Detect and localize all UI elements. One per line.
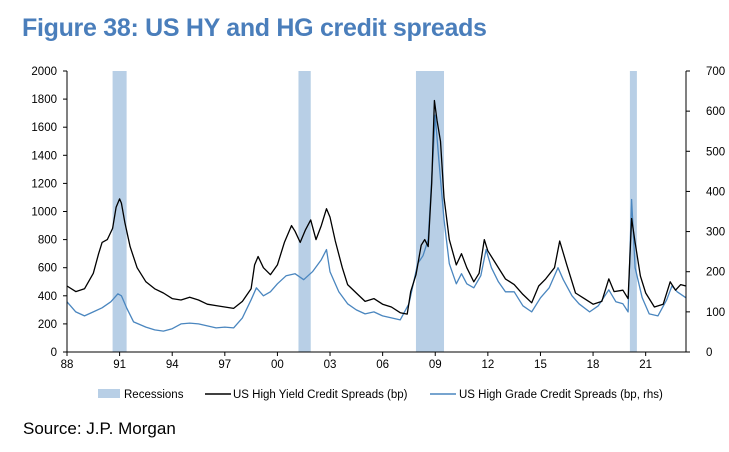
left-tick-label: 2000 [31,66,57,78]
x-tick-label: 06 [376,359,389,371]
left-tick-label: 1400 [31,150,57,162]
right-tick-label: 200 [706,267,725,279]
right-tick-label: 300 [706,227,725,239]
x-tick-label: 97 [218,359,231,371]
recession-band-0 [112,71,127,352]
left-tick-label: 200 [38,319,57,331]
right-tick-label: 600 [706,106,725,118]
x-tick-label: 09 [429,359,442,371]
hy-spread-line [66,99,687,315]
right-tick-label: 400 [706,186,725,198]
left-tick-label: 1200 [31,178,57,190]
x-tick-label: 88 [61,359,74,371]
hg-spread-line [66,114,687,332]
right-tick-label: 500 [706,146,725,158]
legend: Recessions US High Yield Credit Spreads (… [98,389,663,401]
axes: 0200400600800100012001400160018002000010… [31,66,725,371]
left-tick-label: 1800 [31,94,57,106]
credit-spreads-chart: 0200400600800100012001400160018002000010… [31,66,725,401]
x-tick-label: 94 [166,359,179,371]
x-tick-label: 21 [639,359,652,371]
legend-swatch-recessions [98,389,120,398]
left-tick-label: 1000 [31,207,57,219]
left-tick-label: 400 [38,291,57,303]
x-tick-label: 18 [587,359,600,371]
legend-label-hg: US High Grade Credit Spreads (bp, rhs) [459,389,663,401]
source-note: Source: J.P. Morgan [23,419,176,438]
series-lines [66,99,687,332]
x-tick-label: 15 [534,359,547,371]
recession-band-1 [298,71,311,352]
x-tick-label: 03 [324,359,337,371]
x-tick-label: 91 [113,359,126,371]
x-tick-label: 12 [481,359,494,371]
legend-label-recessions: Recessions [124,389,184,401]
right-tick-label: 700 [706,66,725,78]
left-tick-label: 1600 [31,122,57,134]
left-tick-label: 600 [38,263,57,275]
recession-band-3 [629,71,637,352]
x-tick-label: 00 [271,359,284,371]
right-tick-label: 100 [706,307,725,319]
legend-label-hy: US High Yield Credit Spreads (bp) [233,389,408,401]
left-tick-label: 800 [38,235,57,247]
figure-title: Figure 38: US HY and HG credit spreads [22,14,487,42]
left-tick-label: 0 [51,347,57,359]
recession-bands [112,71,637,352]
right-tick-label: 0 [706,347,712,359]
